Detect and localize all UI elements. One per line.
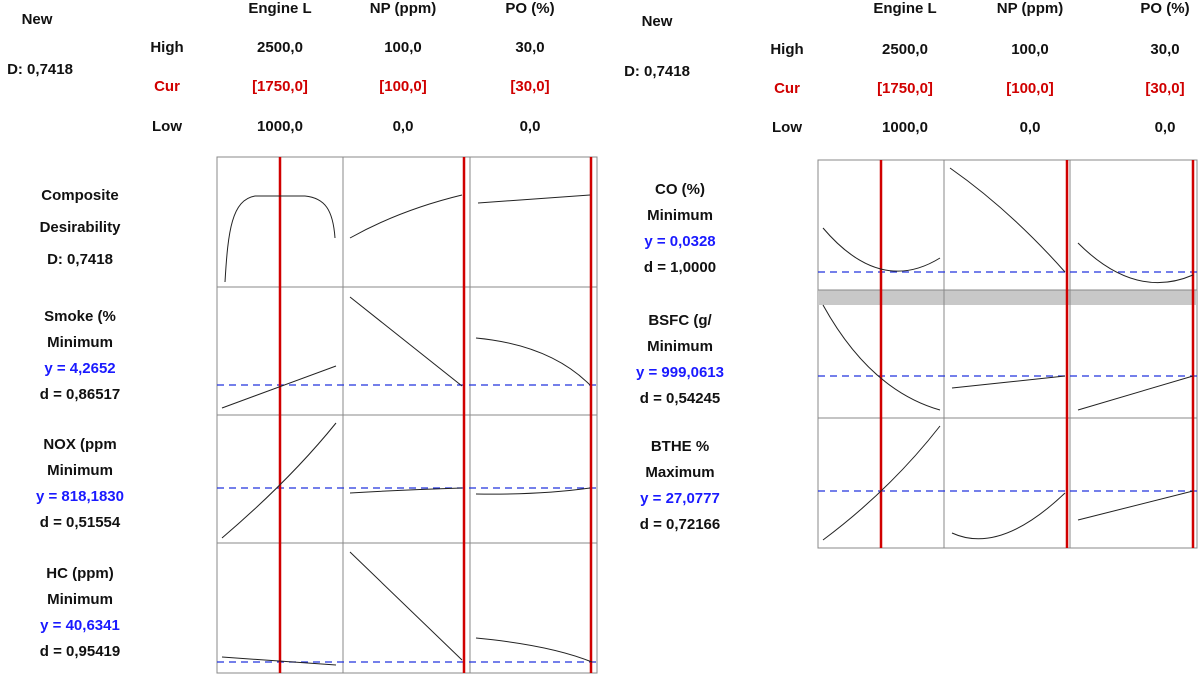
factor-name: Engine L — [248, 0, 311, 17]
response-curve — [221, 365, 337, 409]
factor-name: NP (ppm) — [997, 0, 1063, 17]
response-curve — [951, 375, 1066, 389]
response-curve — [349, 551, 463, 661]
factor-low: 0,0 — [1155, 119, 1176, 136]
response-curve — [822, 227, 941, 272]
row-label: Low — [772, 119, 802, 136]
factor-low: 0,0 — [1020, 119, 1041, 136]
response-goal: Minimum — [47, 591, 113, 608]
response-d: d = 0,54245 — [640, 390, 720, 407]
factor-cur: [30,0] — [510, 78, 549, 95]
response-curve — [349, 296, 463, 387]
response-y: y = 40,6341 — [40, 617, 120, 634]
factor-name: PO (%) — [505, 0, 554, 17]
response-name: NOX (ppm — [43, 436, 116, 453]
response-name: BTHE % — [651, 438, 709, 455]
response-name: Composite — [41, 187, 119, 204]
desirability: D: 0,7418 — [624, 63, 690, 80]
row-label: Low — [152, 118, 182, 135]
row-label: Cur — [154, 78, 180, 95]
factor-high: 2500,0 — [257, 39, 303, 56]
response-curve — [1077, 242, 1194, 284]
response-curve — [349, 194, 463, 239]
response-goal: Maximum — [645, 464, 714, 481]
factor-cur: [100,0] — [379, 78, 427, 95]
response-y: y = 999,0613 — [636, 364, 724, 381]
response-curve — [477, 194, 591, 204]
factor-low: 0,0 — [520, 118, 541, 135]
row-label: Cur — [774, 80, 800, 97]
response-d: d = 0,95419 — [40, 643, 120, 660]
response-goal: Minimum — [647, 207, 713, 224]
response-curve — [221, 422, 337, 539]
response-curve — [349, 487, 463, 494]
response-y: y = 27,0777 — [640, 490, 720, 507]
response-curve — [1077, 375, 1194, 411]
factor-cur: [1750,0] — [877, 80, 933, 97]
response-curve — [221, 656, 337, 666]
response-curve — [822, 425, 941, 541]
response-y: y = 4,2652 — [44, 360, 115, 377]
response-y: y = 818,1830 — [36, 488, 124, 505]
response-d: d = 0,72166 — [640, 516, 720, 533]
factor-high: 100,0 — [1011, 41, 1049, 58]
factor-low: 1000,0 — [882, 119, 928, 136]
factor-cur: [30,0] — [1145, 80, 1184, 97]
response-curve — [475, 487, 591, 495]
new-label: New — [22, 11, 53, 28]
response-d: d = 0,86517 — [40, 386, 120, 403]
factor-name: Engine L — [873, 0, 936, 17]
response-curve — [224, 195, 336, 283]
response-curve — [475, 337, 591, 386]
factor-cur: [1750,0] — [252, 78, 308, 95]
grid-frame — [817, 159, 1198, 549]
factor-high: 30,0 — [515, 39, 544, 56]
separator-band — [818, 290, 1197, 305]
desirability: D: 0,7418 — [7, 61, 73, 78]
response-curve — [475, 637, 593, 663]
response-goal: Minimum — [647, 338, 713, 355]
response-name: HC (ppm) — [46, 565, 114, 582]
response-goal: Minimum — [47, 334, 113, 351]
response-goal: Desirability — [40, 219, 122, 236]
response-d: d = 0,51554 — [40, 514, 121, 531]
factor-name: PO (%) — [1140, 0, 1189, 17]
response-goal: Minimum — [47, 462, 113, 479]
row-label: High — [770, 41, 803, 58]
factor-high: 2500,0 — [882, 41, 928, 58]
response-name: CO (%) — [655, 181, 705, 198]
response-name: Smoke (% — [44, 308, 116, 325]
response-name: BSFC (g/ — [648, 312, 712, 329]
new-label: New — [642, 13, 673, 30]
factor-low: 1000,0 — [257, 118, 303, 135]
response-d: d = 1,0000 — [644, 259, 716, 276]
response-y: y = 0,0328 — [644, 233, 715, 250]
factor-cur: [100,0] — [1006, 80, 1054, 97]
factor-high: 30,0 — [1150, 41, 1179, 58]
response-curve — [1077, 490, 1194, 521]
response-curve — [949, 167, 1066, 273]
factor-high: 100,0 — [384, 39, 422, 56]
response-curve — [822, 304, 941, 411]
response-curve — [951, 492, 1066, 540]
factor-name: NP (ppm) — [370, 0, 436, 17]
response-d: D: 0,7418 — [47, 251, 113, 268]
row-label: High — [150, 39, 183, 56]
factor-low: 0,0 — [393, 118, 414, 135]
